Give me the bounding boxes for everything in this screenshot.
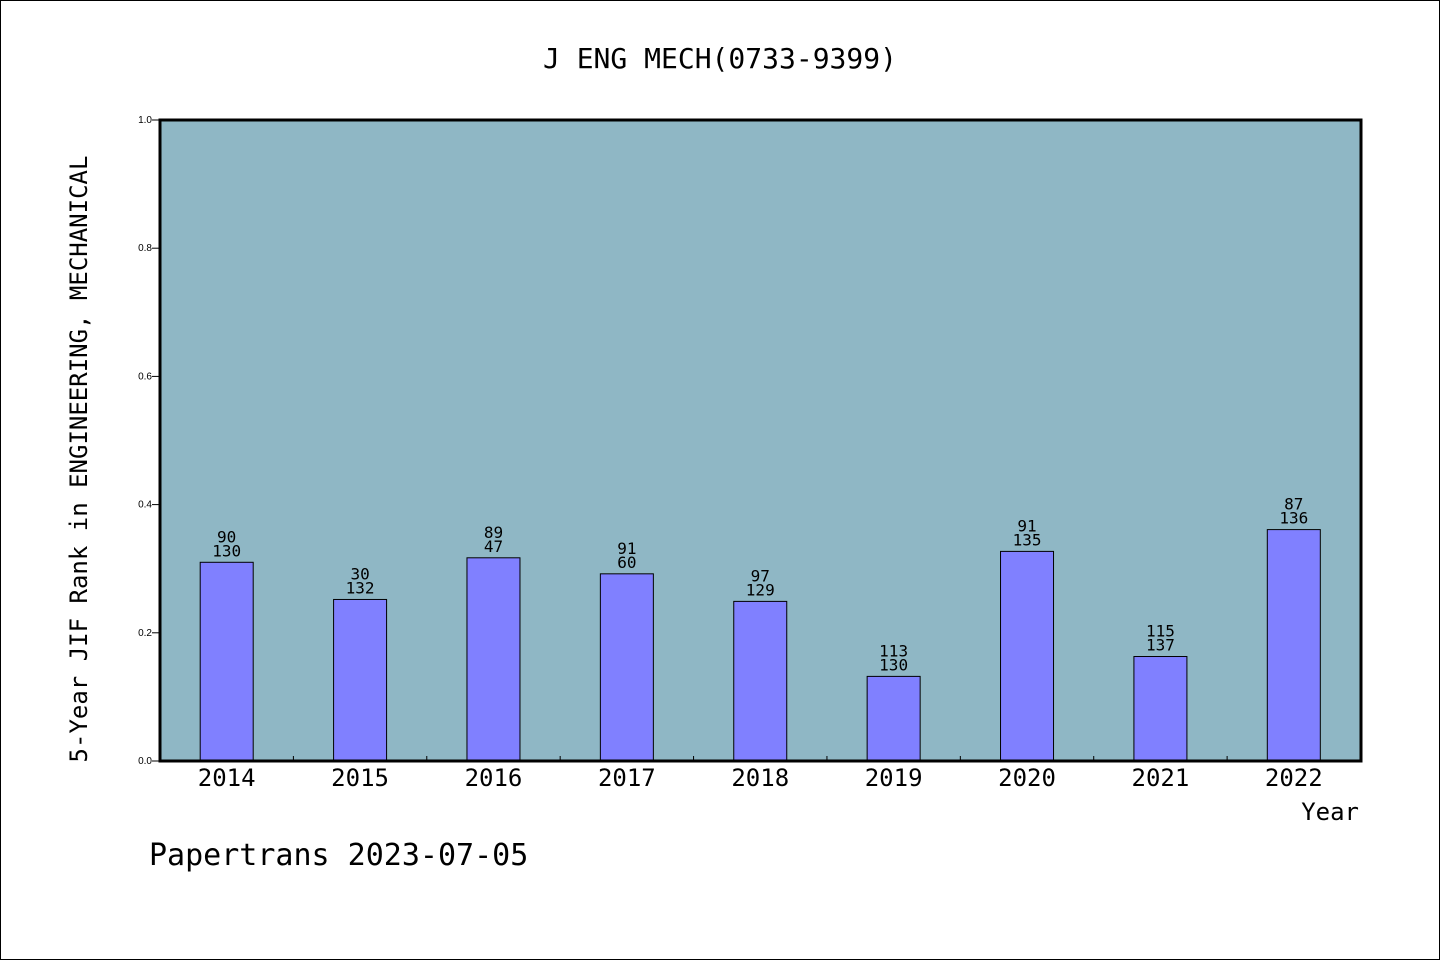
bar-rank-label: 90 xyxy=(217,527,236,546)
y-tick-label: 0.8 xyxy=(138,243,152,254)
bar-total-label: 137 xyxy=(1146,636,1175,655)
bar xyxy=(199,561,254,762)
bar xyxy=(1266,529,1321,762)
bar-total-label: 135 xyxy=(1013,530,1042,549)
y-axis-title: 5-Year JIF Rank in ENGINEERING, MECHANIC… xyxy=(65,156,93,763)
bar-rank-label: 115 xyxy=(1146,622,1175,641)
bar-total-label: 60 xyxy=(617,553,636,572)
bar-total-label: 136 xyxy=(1279,509,1308,528)
bar-rank-label: 30 xyxy=(350,564,369,583)
x-tick-label: 2015 xyxy=(331,764,389,792)
bar xyxy=(1133,656,1188,762)
bar xyxy=(466,557,521,762)
bar-rank-label: 89 xyxy=(484,523,503,542)
bar xyxy=(1000,550,1055,762)
x-tick-label: 2019 xyxy=(865,764,923,792)
bar xyxy=(866,675,921,762)
bar-total-label: 132 xyxy=(346,578,375,597)
x-tick-label: 2016 xyxy=(465,764,523,792)
bar-rank-label: 87 xyxy=(1284,495,1303,514)
x-tick-label: 2021 xyxy=(1132,764,1190,792)
bar-total-label: 129 xyxy=(746,580,775,599)
bar xyxy=(333,598,388,762)
y-tick-label: 0.6 xyxy=(138,371,152,382)
x-axis-title: Year xyxy=(1301,798,1359,826)
x-tick-label: 2018 xyxy=(731,764,789,792)
x-tick-label: 2022 xyxy=(1265,764,1323,792)
x-tick-label: 2017 xyxy=(598,764,656,792)
bar xyxy=(599,573,654,762)
plot-border xyxy=(158,118,1363,763)
bar-total-label: 130 xyxy=(879,655,908,674)
bar-rank-label: 91 xyxy=(1017,516,1036,535)
y-tick-label: 0.4 xyxy=(138,500,152,511)
bar-rank-label: 97 xyxy=(751,566,770,585)
bar-rank-label: 91 xyxy=(617,539,636,558)
bar-total-label: 130 xyxy=(212,541,241,560)
bar-total-label: 47 xyxy=(484,537,503,556)
x-tick-label: 2020 xyxy=(998,764,1056,792)
y-tick-label: 1.0 xyxy=(138,115,152,126)
y-tick-label: 0.2 xyxy=(138,628,152,639)
chart-title: J ENG MECH(0733-9399) xyxy=(543,42,897,75)
y-tick-label: 0.0 xyxy=(138,756,152,767)
bar-rank-label: 113 xyxy=(879,641,908,660)
bar xyxy=(733,600,788,762)
footer-credit: Papertrans 2023-07-05 xyxy=(149,838,528,873)
x-tick-label: 2014 xyxy=(198,764,256,792)
